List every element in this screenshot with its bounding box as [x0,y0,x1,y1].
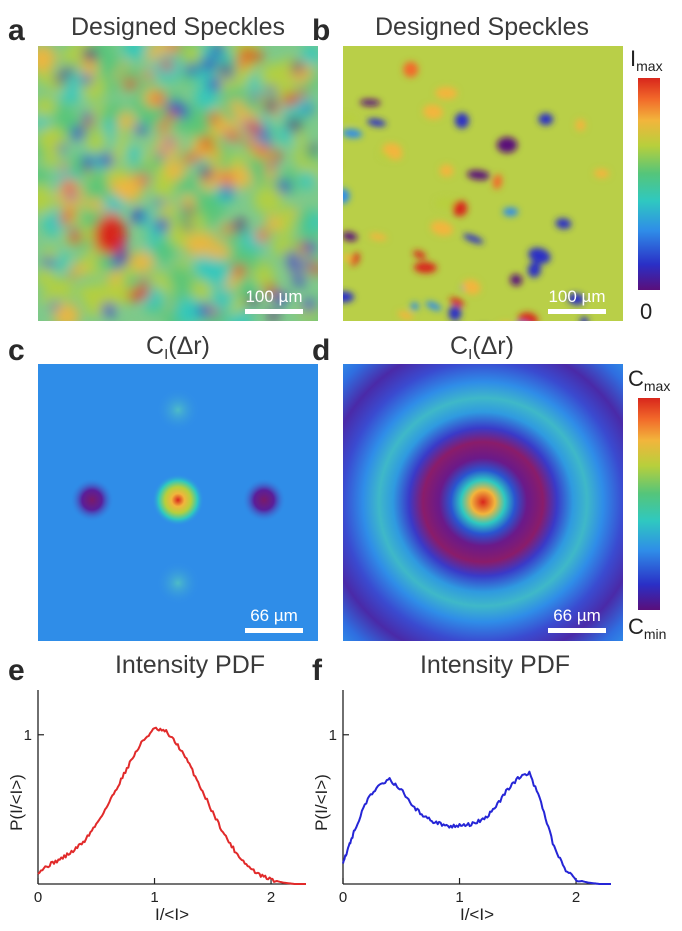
correlation-image-d [343,364,623,641]
panel-letter-d: d [312,334,330,367]
scale-bar-c [245,628,303,633]
x-tick-label: 2 [267,889,275,906]
panel-d-title: CI(Δr) [450,332,514,363]
pdf-curve-blue [342,770,611,885]
x-axis-label: I/<I> [460,905,494,924]
panel-a-title: Designed Speckles [71,13,285,41]
panel-letter-e: e [8,654,25,687]
panel-f-title: Intensity PDF [420,651,570,679]
colorbar-cmax-label: Cmax [628,366,670,394]
colorbar-correlation: Cmax Cmin [628,366,670,642]
scale-bar-a [245,309,303,314]
panel-e-title: Intensity PDF [115,651,265,679]
y-axis-label: P(I/<I>) [312,774,331,831]
panel-c-title: CI(Δr) [146,332,210,363]
panel-letter-c: c [8,334,25,367]
scale-bar-d [548,628,606,633]
panel-f: f Intensity PDF 0 1 21I/<I>P(I/<I>) [312,651,611,924]
panel-a: a Designed Speckles 100 µm [8,13,318,321]
colorbar-gradient-intensity [638,78,660,290]
panel-d: d CI(Δr) 66 µm [312,332,623,641]
colorbar-gradient-correlation [638,398,660,610]
x-tick-label: 0 [339,889,347,906]
y-tick-label: 1 [24,727,32,744]
pdf-chart-e: 0 1 21I/<I>P(I/<I>) [7,690,306,924]
x-tick-label: 1 [455,889,463,906]
x-axis-label: I/<I> [155,905,189,924]
panel-letter-b: b [312,14,330,47]
colorbar-cmin-label: Cmin [628,614,666,642]
scale-bar-label-d: 66 µm [553,606,601,625]
x-tick-label: 0 [34,889,42,906]
scale-bar-label-b: 100 µm [548,287,605,306]
colorbar-min-label: 0 [640,299,652,324]
panel-b: b Designed Speckles 100 µm [312,13,623,321]
colorbar-intensity: Imax 0 [630,46,663,324]
scale-bar-label-a: 100 µm [245,287,302,306]
y-tick-label: 1 [329,727,337,744]
x-tick-label: 2 [572,889,580,906]
pdf-curve-red [37,726,306,885]
speckle-image-b [343,46,623,321]
y-axis-label: P(I/<I>) [7,774,26,831]
panel-b-title: Designed Speckles [375,13,589,41]
panel-c: c CI(Δr) 66 µm [8,332,318,641]
panel-e: e Intensity PDF 0 1 21I/<I>P(I/<I>) [7,651,306,924]
scale-bar-b [548,309,606,314]
pdf-chart-f: 0 1 21I/<I>P(I/<I>) [312,690,611,924]
speckle-image-a [38,46,318,321]
correlation-image-c [38,364,318,641]
panel-letter-f: f [312,654,323,687]
x-tick-label: 1 [150,889,158,906]
panel-letter-a: a [8,14,25,47]
scale-bar-label-c: 66 µm [250,606,298,625]
colorbar-max-label: Imax [630,46,663,74]
